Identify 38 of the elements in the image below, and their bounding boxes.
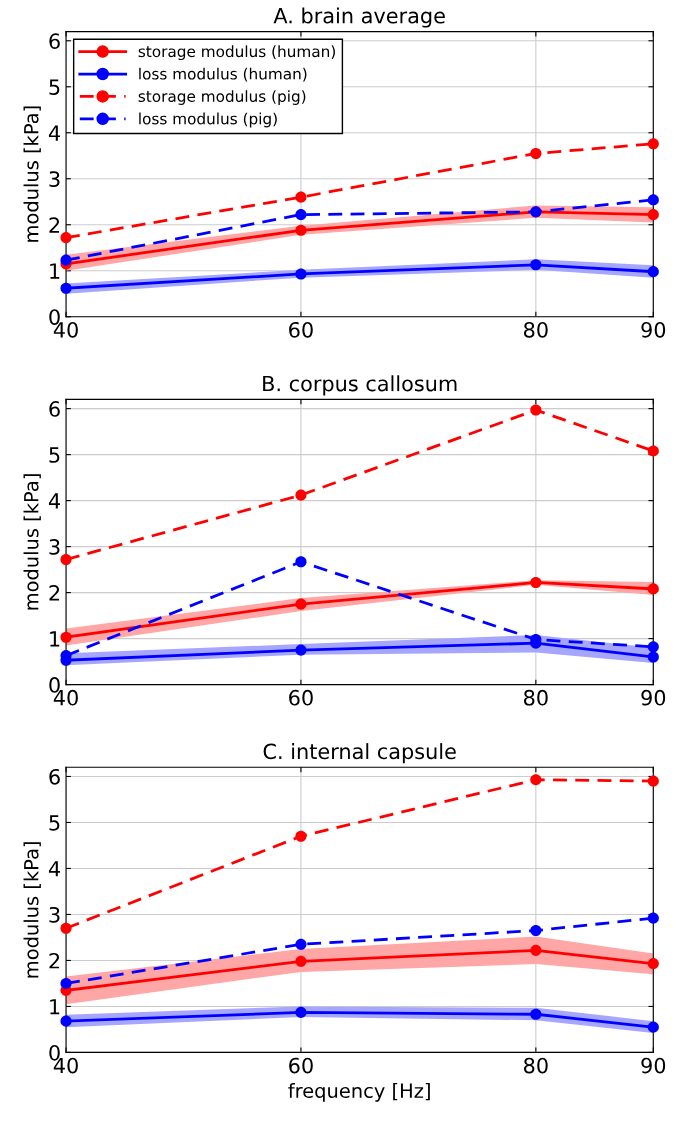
y-tick-label: 6 — [49, 33, 60, 49]
y-tick-label: 1 — [50, 999, 60, 1015]
y-tick-label: 2 — [49, 217, 60, 233]
x-tick-label: 90 — [641, 689, 666, 706]
chart-title: C. internal capsule — [263, 743, 456, 764]
x-tick-label: 80 — [524, 689, 548, 706]
y-tick-label: 5 — [49, 79, 60, 95]
x-axis-title: frequency [Hz] — [288, 1083, 430, 1102]
y-tick-label: 6 — [49, 768, 60, 785]
y-tick-label: 1 — [50, 263, 60, 279]
chart-title: A. brain average — [273, 7, 445, 28]
x-tick-label: 80 — [524, 321, 548, 338]
y-tick-label: 6 — [49, 401, 60, 417]
y-tick-label: 2 — [49, 952, 60, 969]
x-tick-label: 60 — [289, 689, 313, 706]
x-tick-label: 60 — [289, 1057, 313, 1074]
legend-label: loss modulus (human) — [139, 67, 307, 82]
y-tick-label: 4 — [48, 861, 60, 877]
y-tick-label: 2 — [49, 585, 60, 601]
legend-label: storage modulus (human) — [138, 45, 335, 61]
x-tick-label: 90 — [641, 1057, 666, 1074]
x-tick-label: 60 — [289, 321, 313, 338]
y-tick-label: 4 — [48, 125, 60, 141]
x-tick-label: 90 — [641, 321, 666, 338]
legend-label: storage modulus (pig) — [138, 90, 306, 105]
y-tick-label: 5 — [49, 447, 60, 463]
chart-title: B. corpus callosum — [263, 375, 457, 396]
legend-label: loss modulus (pig) — [139, 112, 277, 128]
y-axis-title: modulus [kPa] — [23, 106, 41, 242]
y-tick-label: 3 — [49, 906, 60, 923]
y-tick-label: 1 — [50, 631, 60, 647]
y-tick-label: 3 — [49, 539, 60, 555]
y-tick-label: 3 — [49, 171, 60, 187]
y-tick-label: 5 — [49, 815, 60, 831]
y-axis-title: modulus [kPa] — [23, 474, 41, 610]
x-tick-label: 80 — [524, 1057, 548, 1074]
y-tick-label: 4 — [48, 493, 60, 509]
y-axis-title: modulus [kPa] — [23, 842, 41, 978]
